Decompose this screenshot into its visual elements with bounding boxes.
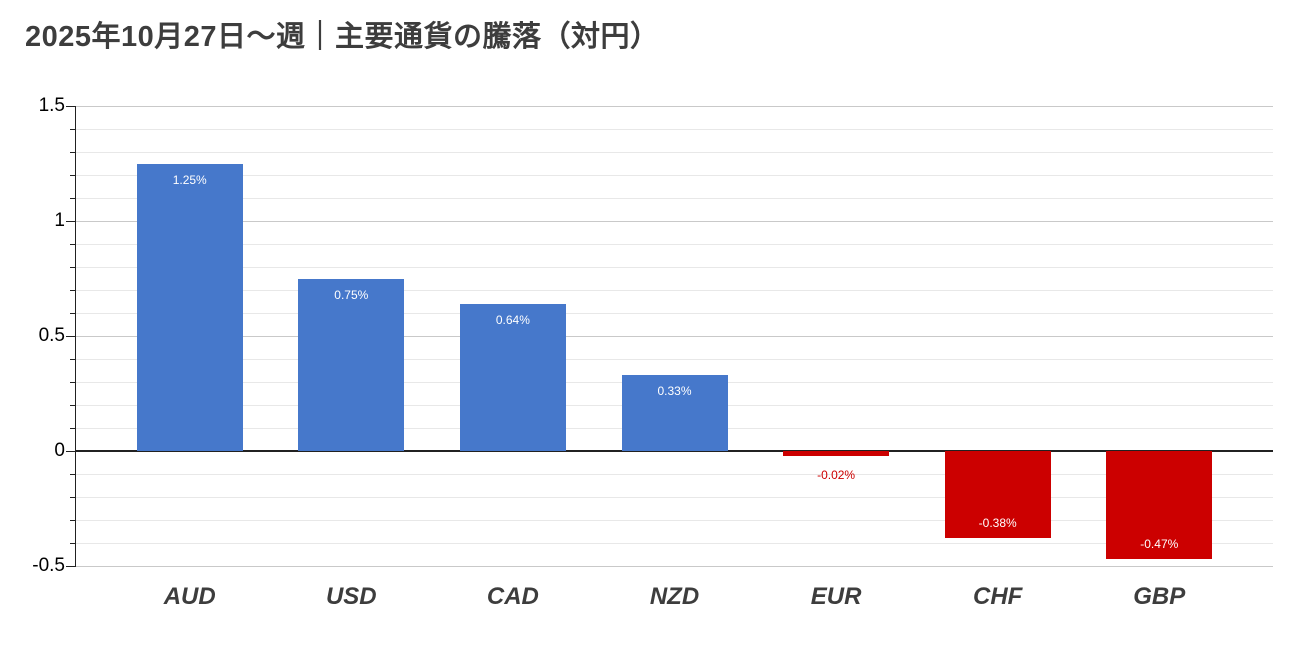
tick-minor <box>70 358 76 360</box>
gridline-major <box>76 220 1273 222</box>
tick-minor <box>70 266 76 268</box>
x-axis-category-label: CAD <box>486 583 539 610</box>
gridline-minor <box>76 243 1273 245</box>
zero-baseline <box>76 450 1273 452</box>
tick-minor <box>70 542 76 544</box>
gridline-minor <box>76 128 1273 130</box>
bar-positive <box>298 278 405 451</box>
tick-major <box>66 450 76 452</box>
gridline-major <box>76 335 1273 337</box>
gridline-major <box>76 565 1273 567</box>
x-axis-category-label: NZD <box>649 583 700 610</box>
gridline-minor <box>76 358 1273 360</box>
y-axis-tick-label: 1 <box>54 210 65 231</box>
bar-value-label: -0.38% <box>978 516 1017 531</box>
gridline-minor <box>76 289 1273 291</box>
chart-title: 2025年10月27日～週｜主要通貨の騰落（対円） <box>25 21 660 53</box>
gridline-minor <box>76 312 1273 314</box>
tick-minor <box>70 289 76 291</box>
x-axis-category-label: USD <box>325 583 377 610</box>
gridline-minor <box>76 174 1273 176</box>
x-axis-category-label: CHF <box>973 583 1023 610</box>
y-axis-tick-label: 0 <box>54 440 65 461</box>
tick-major <box>66 105 76 107</box>
tick-major <box>66 565 76 567</box>
gridline-minor <box>76 496 1273 498</box>
y-axis-tick-label: -0.5 <box>32 555 65 576</box>
bar-positive <box>136 163 243 451</box>
x-axis-category-label: EUR <box>810 583 862 610</box>
tick-minor <box>70 427 76 429</box>
plot-area: 1.5 1 0.5 0 -0.5 1.25% AUD 0.75% USD 0.64% CAD 0.33… <box>32 95 1273 610</box>
tick-minor <box>70 197 76 199</box>
gridline-minor <box>76 151 1273 153</box>
tick-minor <box>70 519 76 521</box>
gridline-major <box>76 105 1273 107</box>
tick-minor <box>70 174 76 176</box>
bar-positive <box>621 375 728 451</box>
gridline-minor <box>76 473 1273 475</box>
tick-minor <box>70 151 76 153</box>
bar-value-label: -0.02% <box>817 467 856 482</box>
tick-major <box>66 220 76 222</box>
bar-value-label: -0.47% <box>1140 537 1179 552</box>
bar-value-label: 0.75% <box>334 287 369 302</box>
tick-minor <box>70 404 76 406</box>
bar-value-label: 0.33% <box>657 384 692 399</box>
tick-minor <box>70 243 76 245</box>
x-axis-category-label: GBP <box>1133 583 1186 610</box>
bar-value-label: 1.25% <box>172 172 207 187</box>
tick-minor <box>70 381 76 383</box>
tick-minor <box>70 473 76 475</box>
bar-negative <box>783 451 890 456</box>
gridline-minor <box>76 266 1273 268</box>
x-axis-category-label: AUD <box>163 583 216 610</box>
gridline-minor <box>76 542 1273 544</box>
bar-negative <box>944 451 1051 539</box>
tick-major <box>66 335 76 337</box>
tick-minor <box>70 312 76 314</box>
tick-minor <box>70 496 76 498</box>
bar-negative <box>1106 451 1213 560</box>
y-axis-tick-label: 0.5 <box>38 325 65 346</box>
y-axis-tick-label: 1.5 <box>38 95 65 116</box>
gridline-minor <box>76 197 1273 199</box>
bar-value-label: 0.64% <box>495 312 530 327</box>
bar-positive <box>459 303 566 451</box>
tick-minor <box>70 128 76 130</box>
gridline-minor <box>76 519 1273 521</box>
